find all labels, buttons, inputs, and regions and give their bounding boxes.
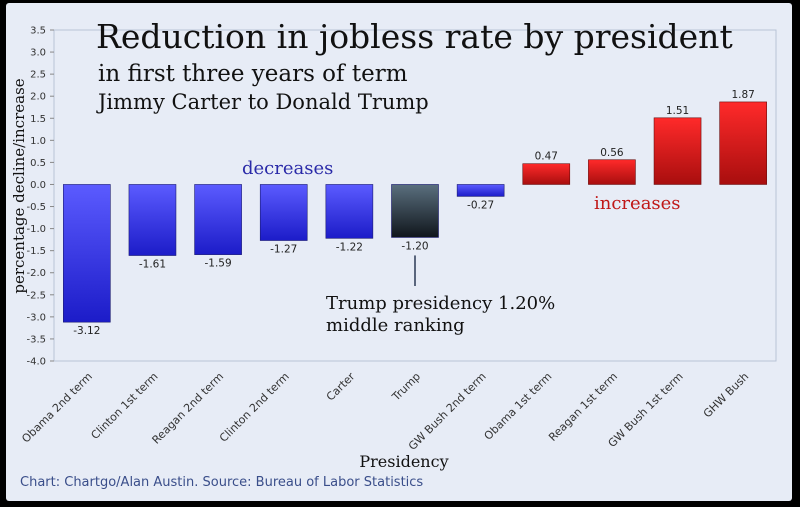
bar-reagan-2nd-term bbox=[194, 184, 242, 255]
bar-value-label: -1.27 bbox=[270, 244, 297, 256]
bar-value-label: -1.59 bbox=[205, 258, 232, 270]
bar-gw-bush-2nd-term bbox=[456, 184, 505, 197]
x-tick-label: Clinton 1st term bbox=[88, 370, 160, 442]
bar-value-label: -1.22 bbox=[336, 241, 363, 253]
bar-value-label: 1.87 bbox=[731, 89, 754, 101]
x-tick-label: Obama 2nd term bbox=[19, 370, 95, 446]
x-tick-label: Obama 1st term bbox=[482, 370, 555, 443]
chart-subtitle-range: Jimmy Carter to Donald Trump bbox=[98, 90, 429, 114]
x-tick-label: Reagan 2nd term bbox=[150, 370, 227, 447]
bar-value-label: -3.12 bbox=[73, 325, 100, 337]
x-tick-label: Reagan 1st term bbox=[546, 370, 620, 444]
bar-clinton-1st-term bbox=[128, 184, 177, 256]
y-tick-label: -3.5 bbox=[26, 334, 46, 345]
chart-title: Reduction in jobless rate by president bbox=[96, 17, 733, 56]
x-tick-label: GW Bush 1st term bbox=[606, 370, 686, 450]
x-tick-label: Clinton 2nd term bbox=[217, 370, 292, 445]
trump-annotation-line1: Trump presidency 1.20% bbox=[326, 293, 556, 314]
bar-value-label: -0.27 bbox=[467, 199, 494, 211]
y-tick-label: -2.0 bbox=[26, 268, 46, 279]
bar-value-label: -1.61 bbox=[139, 259, 166, 271]
y-tick-label: 0.0 bbox=[30, 180, 46, 191]
bar-value-label: 0.47 bbox=[535, 151, 558, 163]
bar-carter bbox=[325, 184, 374, 239]
bar-value-label: 1.51 bbox=[666, 105, 689, 117]
y-tick-label: -2.5 bbox=[26, 290, 46, 301]
chart-axes: 3.5 3.0 2.5 2.0 1.5 1.0 0.5 0.0 -0.5 -1.0 -1.5 -2.0… bbox=[26, 26, 777, 368]
bar-obama-2nd-term bbox=[63, 184, 111, 323]
bar-reagan-1st-term bbox=[588, 159, 636, 185]
y-tick-label: 0.5 bbox=[30, 158, 46, 169]
bar-trump bbox=[391, 184, 439, 238]
chart-labels: -3.12 Obama 2nd term -1.61 Clinton 1st term… bbox=[19, 89, 755, 453]
trump-annotation-line2: middle ranking bbox=[326, 315, 465, 336]
y-tick-label: -1.0 bbox=[26, 224, 46, 235]
bar-obama-1st-term bbox=[522, 163, 571, 185]
increases-label: increases bbox=[594, 193, 681, 214]
y-tick-label: 3.0 bbox=[30, 48, 46, 59]
trump-annotation: Trump presidency 1.20% middle ranking bbox=[326, 293, 555, 337]
bar-value-label: 0.56 bbox=[600, 147, 624, 159]
x-axis-label: Presidency bbox=[359, 452, 449, 471]
bar-chart: 3.5 3.0 2.5 2.0 1.5 1.0 0.5 0.0 -0.5 -1.0 -1.5 -2.0… bbox=[19, 26, 777, 453]
y-tick-label: -4.0 bbox=[26, 357, 46, 368]
chart-subtitle: in first three years of term bbox=[98, 61, 408, 87]
y-tick-label: 2.5 bbox=[30, 70, 46, 81]
x-tick-label: Trump bbox=[389, 370, 423, 404]
y-tick-label: 2.0 bbox=[30, 92, 46, 103]
chart-bars bbox=[63, 101, 767, 323]
x-tick-label: GHW Bush bbox=[701, 370, 751, 420]
bar-clinton-2nd-term bbox=[259, 184, 308, 241]
bar-gw-bush-1st-term bbox=[653, 117, 702, 185]
y-tick-label: -3.0 bbox=[26, 312, 46, 323]
bar-value-label: -1.20 bbox=[401, 240, 428, 252]
y-axis-label: percentage decline/increase bbox=[10, 78, 28, 294]
y-tick-label: -0.5 bbox=[26, 202, 46, 213]
y-tick-label: 1.0 bbox=[30, 136, 46, 147]
source-note: Chart: Chartgo/Alan Austin. Source: Bure… bbox=[20, 475, 424, 490]
y-tick-label: 1.5 bbox=[30, 114, 46, 125]
decreases-label: decreases bbox=[242, 158, 334, 179]
x-tick-label: Carter bbox=[324, 370, 358, 404]
y-tick-label: -1.5 bbox=[26, 246, 46, 257]
chart-card: 3.5 3.0 2.5 2.0 1.5 1.0 0.5 0.0 -0.5 -1.0 -1.5 -2.0… bbox=[6, 3, 792, 501]
plot-border bbox=[53, 29, 777, 362]
bar-ghw-bush bbox=[719, 101, 767, 185]
y-tick-label: 3.5 bbox=[30, 26, 46, 37]
